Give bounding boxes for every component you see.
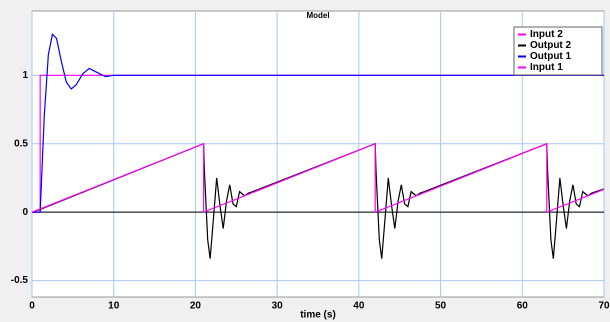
x-tick-label: 10 [108, 301, 120, 312]
chart-title: Model [306, 11, 329, 20]
y-tick-label: 1 [22, 70, 28, 81]
x-tick-label: 20 [190, 301, 202, 312]
x-tick-label: 60 [517, 301, 529, 312]
legend-label: Input 2 [530, 29, 563, 40]
y-tick-label: 0.5 [14, 138, 28, 149]
x-tick-label: 0 [29, 301, 35, 312]
legend-label: Input 1 [530, 62, 563, 73]
legend-label: Output 2 [530, 40, 572, 51]
series-line [31, 142, 605, 259]
y-tick-label: 0 [22, 207, 28, 218]
x-axis-label: time (s) [300, 310, 336, 321]
x-tick-label: 70 [598, 301, 610, 312]
series-line [32, 33, 604, 213]
x-tick-label: 50 [435, 301, 447, 312]
x-tick-label: 40 [353, 301, 365, 312]
legend-box [513, 26, 603, 76]
plot-area [31, 10, 605, 298]
legend-label: Output 1 [530, 51, 572, 62]
series-line [31, 142, 605, 214]
y-tick-label: -0.5 [11, 275, 29, 286]
x-tick-label: 30 [272, 301, 284, 312]
